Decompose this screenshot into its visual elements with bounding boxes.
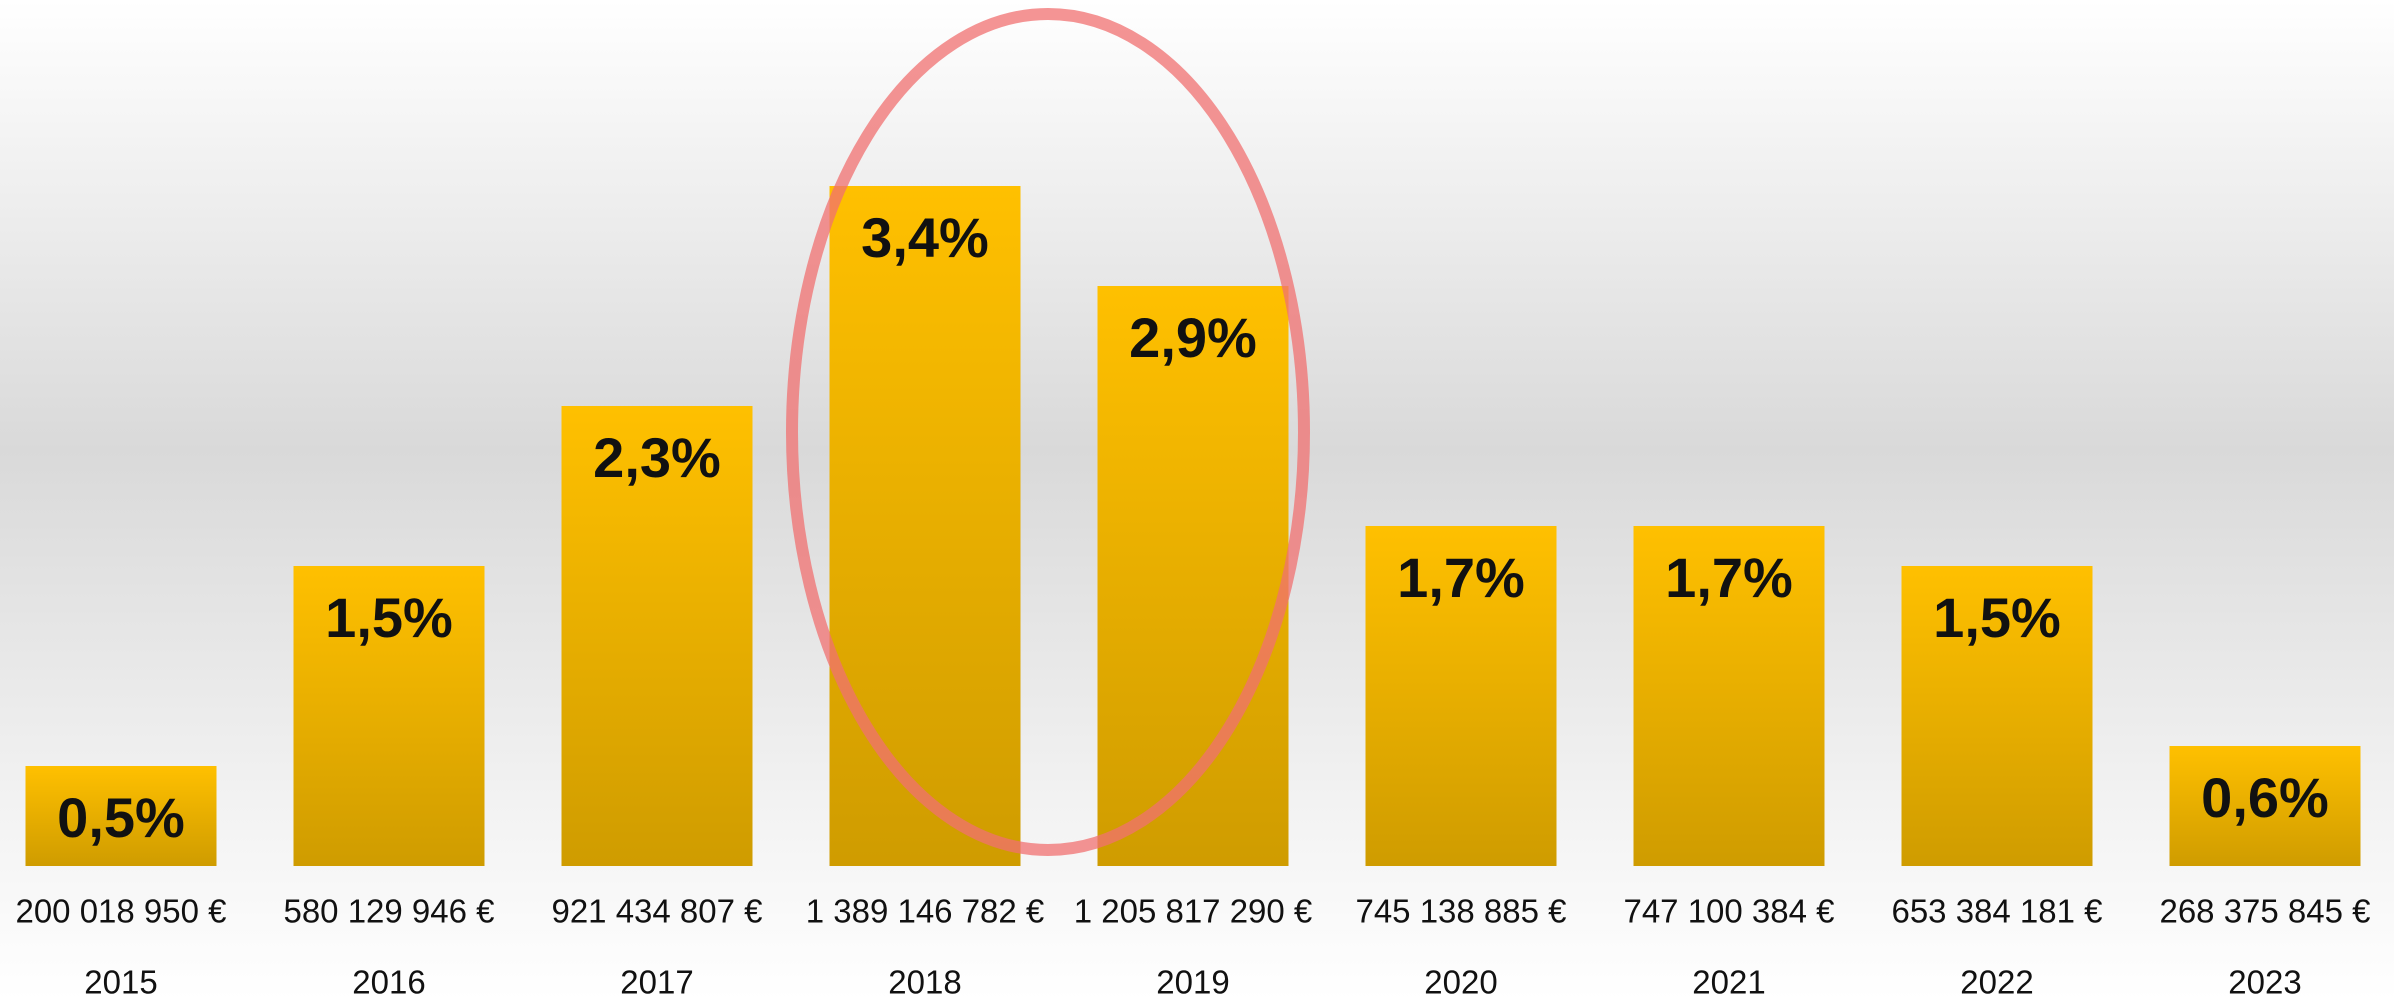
highlight-ellipse <box>786 8 1310 856</box>
x-tick-label: 2020 <box>1424 964 1497 1000</box>
bar <box>1365 526 1557 866</box>
x-tick-label: 2022 <box>1960 964 2033 1000</box>
value-label: 2,3% <box>593 426 721 489</box>
x-tick-label: 2019 <box>1156 964 1229 1000</box>
value-label: 0,5% <box>57 786 185 849</box>
value-label: 1,7% <box>1397 546 1525 609</box>
x-tick-label: 2021 <box>1692 964 1765 1000</box>
amount-label: 1 389 146 782 € <box>806 893 1045 930</box>
value-label: 1,7% <box>1665 546 1793 609</box>
x-tick-label: 2017 <box>620 964 693 1000</box>
value-label: 2,9% <box>1129 306 1257 369</box>
amount-label: 268 375 845 € <box>2159 893 2370 930</box>
value-label: 1,5% <box>1933 586 2061 649</box>
bar <box>25 766 217 866</box>
x-tick-label: 2023 <box>2228 964 2301 1000</box>
bar <box>2169 746 2361 866</box>
x-tick-label: 2018 <box>888 964 961 1000</box>
bar <box>293 566 485 866</box>
amount-label: 921 434 807 € <box>551 893 762 930</box>
bar <box>1901 566 2093 866</box>
amount-label: 200 018 950 € <box>15 893 226 930</box>
plot: 0,5% 200 018 950 € 2015 1,5% 580 129 946 € 20… <box>15 186 2371 1000</box>
x-tick-label: 2015 <box>84 964 157 1000</box>
value-label: 0,6% <box>2201 766 2329 829</box>
value-label: 3,4% <box>861 206 989 269</box>
amount-label: 1 205 817 290 € <box>1074 893 1313 930</box>
value-label: 1,5% <box>325 586 453 649</box>
amount-label: 745 138 885 € <box>1355 893 1566 930</box>
bar <box>1633 526 1825 866</box>
amount-label: 747 100 384 € <box>1623 893 1834 930</box>
amount-label: 653 384 181 € <box>1891 893 2102 930</box>
x-tick-label: 2016 <box>352 964 425 1000</box>
bar <box>829 186 1021 866</box>
bar <box>561 406 753 866</box>
amount-label: 580 129 946 € <box>283 893 494 930</box>
